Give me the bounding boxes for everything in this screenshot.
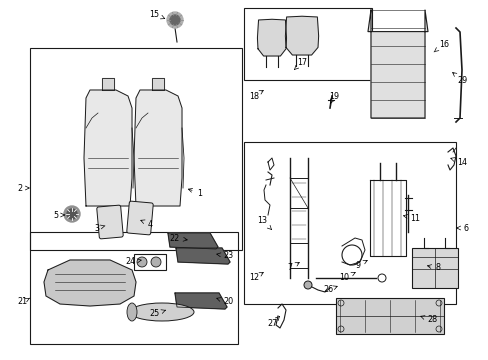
Polygon shape — [285, 16, 318, 55]
FancyBboxPatch shape — [97, 205, 123, 239]
Text: 10: 10 — [338, 273, 355, 283]
Circle shape — [137, 257, 147, 267]
Polygon shape — [257, 19, 286, 56]
Text: 15: 15 — [149, 9, 164, 19]
Circle shape — [170, 15, 180, 25]
Text: 5: 5 — [53, 211, 64, 220]
Polygon shape — [102, 78, 114, 90]
Bar — [244, 8, 371, 80]
Circle shape — [151, 257, 161, 267]
Text: 11: 11 — [403, 213, 419, 222]
Text: 8: 8 — [427, 264, 440, 273]
Text: 1: 1 — [188, 189, 202, 198]
Text: 4: 4 — [141, 220, 152, 229]
Bar — [134, 254, 165, 270]
Text: 23: 23 — [216, 252, 233, 261]
Text: 22: 22 — [169, 234, 187, 243]
Polygon shape — [134, 90, 182, 206]
Bar — [411, 248, 457, 288]
Text: 27: 27 — [266, 316, 279, 328]
Text: 14: 14 — [450, 158, 466, 166]
Text: 25: 25 — [149, 310, 165, 319]
Circle shape — [167, 12, 183, 28]
Bar — [244, 142, 455, 304]
Polygon shape — [175, 293, 226, 309]
Text: 21: 21 — [17, 297, 30, 306]
Bar — [30, 232, 238, 344]
Text: 9: 9 — [355, 260, 366, 270]
Text: 24: 24 — [124, 257, 141, 266]
Text: 18: 18 — [248, 90, 263, 100]
Bar — [335, 298, 443, 334]
Text: 16: 16 — [433, 40, 448, 52]
Text: 19: 19 — [328, 91, 338, 103]
Text: 29: 29 — [452, 72, 466, 85]
Polygon shape — [168, 233, 218, 249]
Text: 2: 2 — [18, 184, 29, 193]
Text: 28: 28 — [420, 315, 436, 324]
Text: 12: 12 — [248, 273, 263, 283]
Circle shape — [304, 281, 311, 289]
Text: 6: 6 — [456, 224, 468, 233]
Text: 26: 26 — [322, 285, 337, 294]
Text: 20: 20 — [216, 297, 233, 306]
Text: 3: 3 — [94, 224, 105, 233]
Polygon shape — [84, 90, 132, 206]
Ellipse shape — [127, 303, 137, 321]
Circle shape — [67, 209, 77, 219]
Polygon shape — [44, 260, 136, 306]
Polygon shape — [367, 10, 427, 118]
Text: 17: 17 — [294, 58, 306, 69]
Bar — [30, 48, 242, 250]
Ellipse shape — [130, 303, 194, 321]
Text: 7: 7 — [287, 262, 299, 273]
Polygon shape — [152, 78, 163, 90]
Polygon shape — [176, 248, 229, 264]
FancyBboxPatch shape — [126, 201, 153, 235]
Circle shape — [64, 206, 80, 222]
Text: 13: 13 — [257, 216, 271, 230]
